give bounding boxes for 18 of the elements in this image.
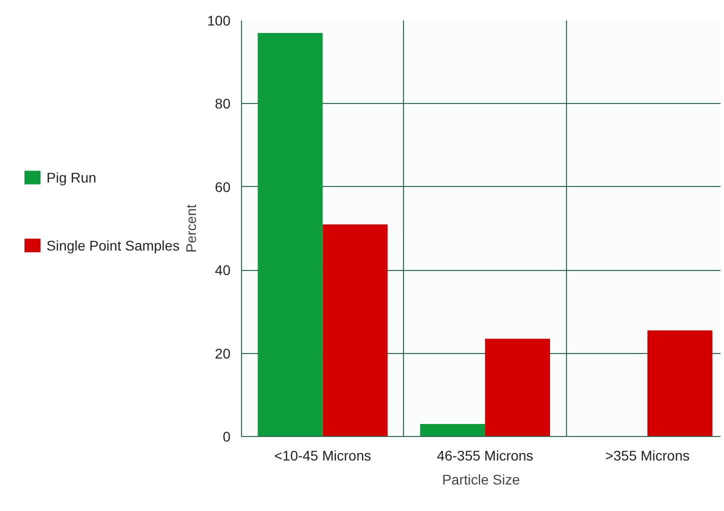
x-tick-label: <10-45 Microns	[274, 448, 372, 464]
y-tick-label: 40	[214, 262, 231, 278]
legend-label: Single Point Samples	[46, 237, 180, 254]
y-axis-title: Percent	[183, 204, 200, 253]
x-tick-label: >355 Microns	[605, 448, 690, 464]
legend-label: Pig Run	[46, 170, 96, 186]
x-tick-label: 46-355 Microns	[436, 448, 534, 464]
x-axis-title: Particle Size	[442, 472, 520, 488]
bar	[485, 338, 550, 436]
bar	[322, 224, 388, 436]
bar	[420, 424, 486, 436]
y-tick-label: 20	[214, 345, 231, 362]
bar	[647, 330, 712, 436]
y-tick-label: 80	[214, 96, 231, 112]
y-tick-label: 60	[214, 178, 231, 195]
y-tick-label: 0	[222, 428, 231, 444]
y-tick-label: 100	[207, 12, 231, 28]
bar	[258, 32, 323, 436]
